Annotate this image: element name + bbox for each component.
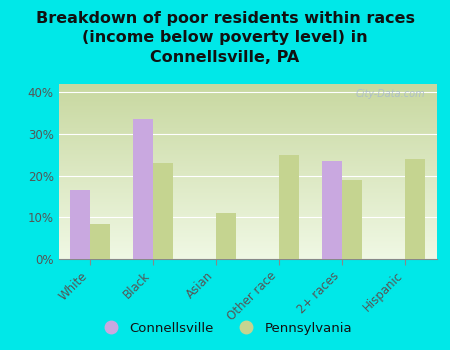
Bar (153, 163, 173, 259)
Legend: Connellsville, Pennsylvania: Connellsville, Pennsylvania (92, 316, 358, 340)
Bar (405, 159, 425, 259)
Text: City-Data.com: City-Data.com (356, 89, 425, 99)
Bar (70, 190, 90, 259)
Bar (322, 161, 342, 259)
Bar (279, 155, 299, 259)
Bar (216, 213, 236, 259)
Bar (342, 180, 362, 259)
Bar (90, 224, 110, 259)
Text: Breakdown of poor residents within races
(income below poverty level) in
Connell: Breakdown of poor residents within races… (36, 10, 414, 65)
Bar (133, 119, 153, 259)
